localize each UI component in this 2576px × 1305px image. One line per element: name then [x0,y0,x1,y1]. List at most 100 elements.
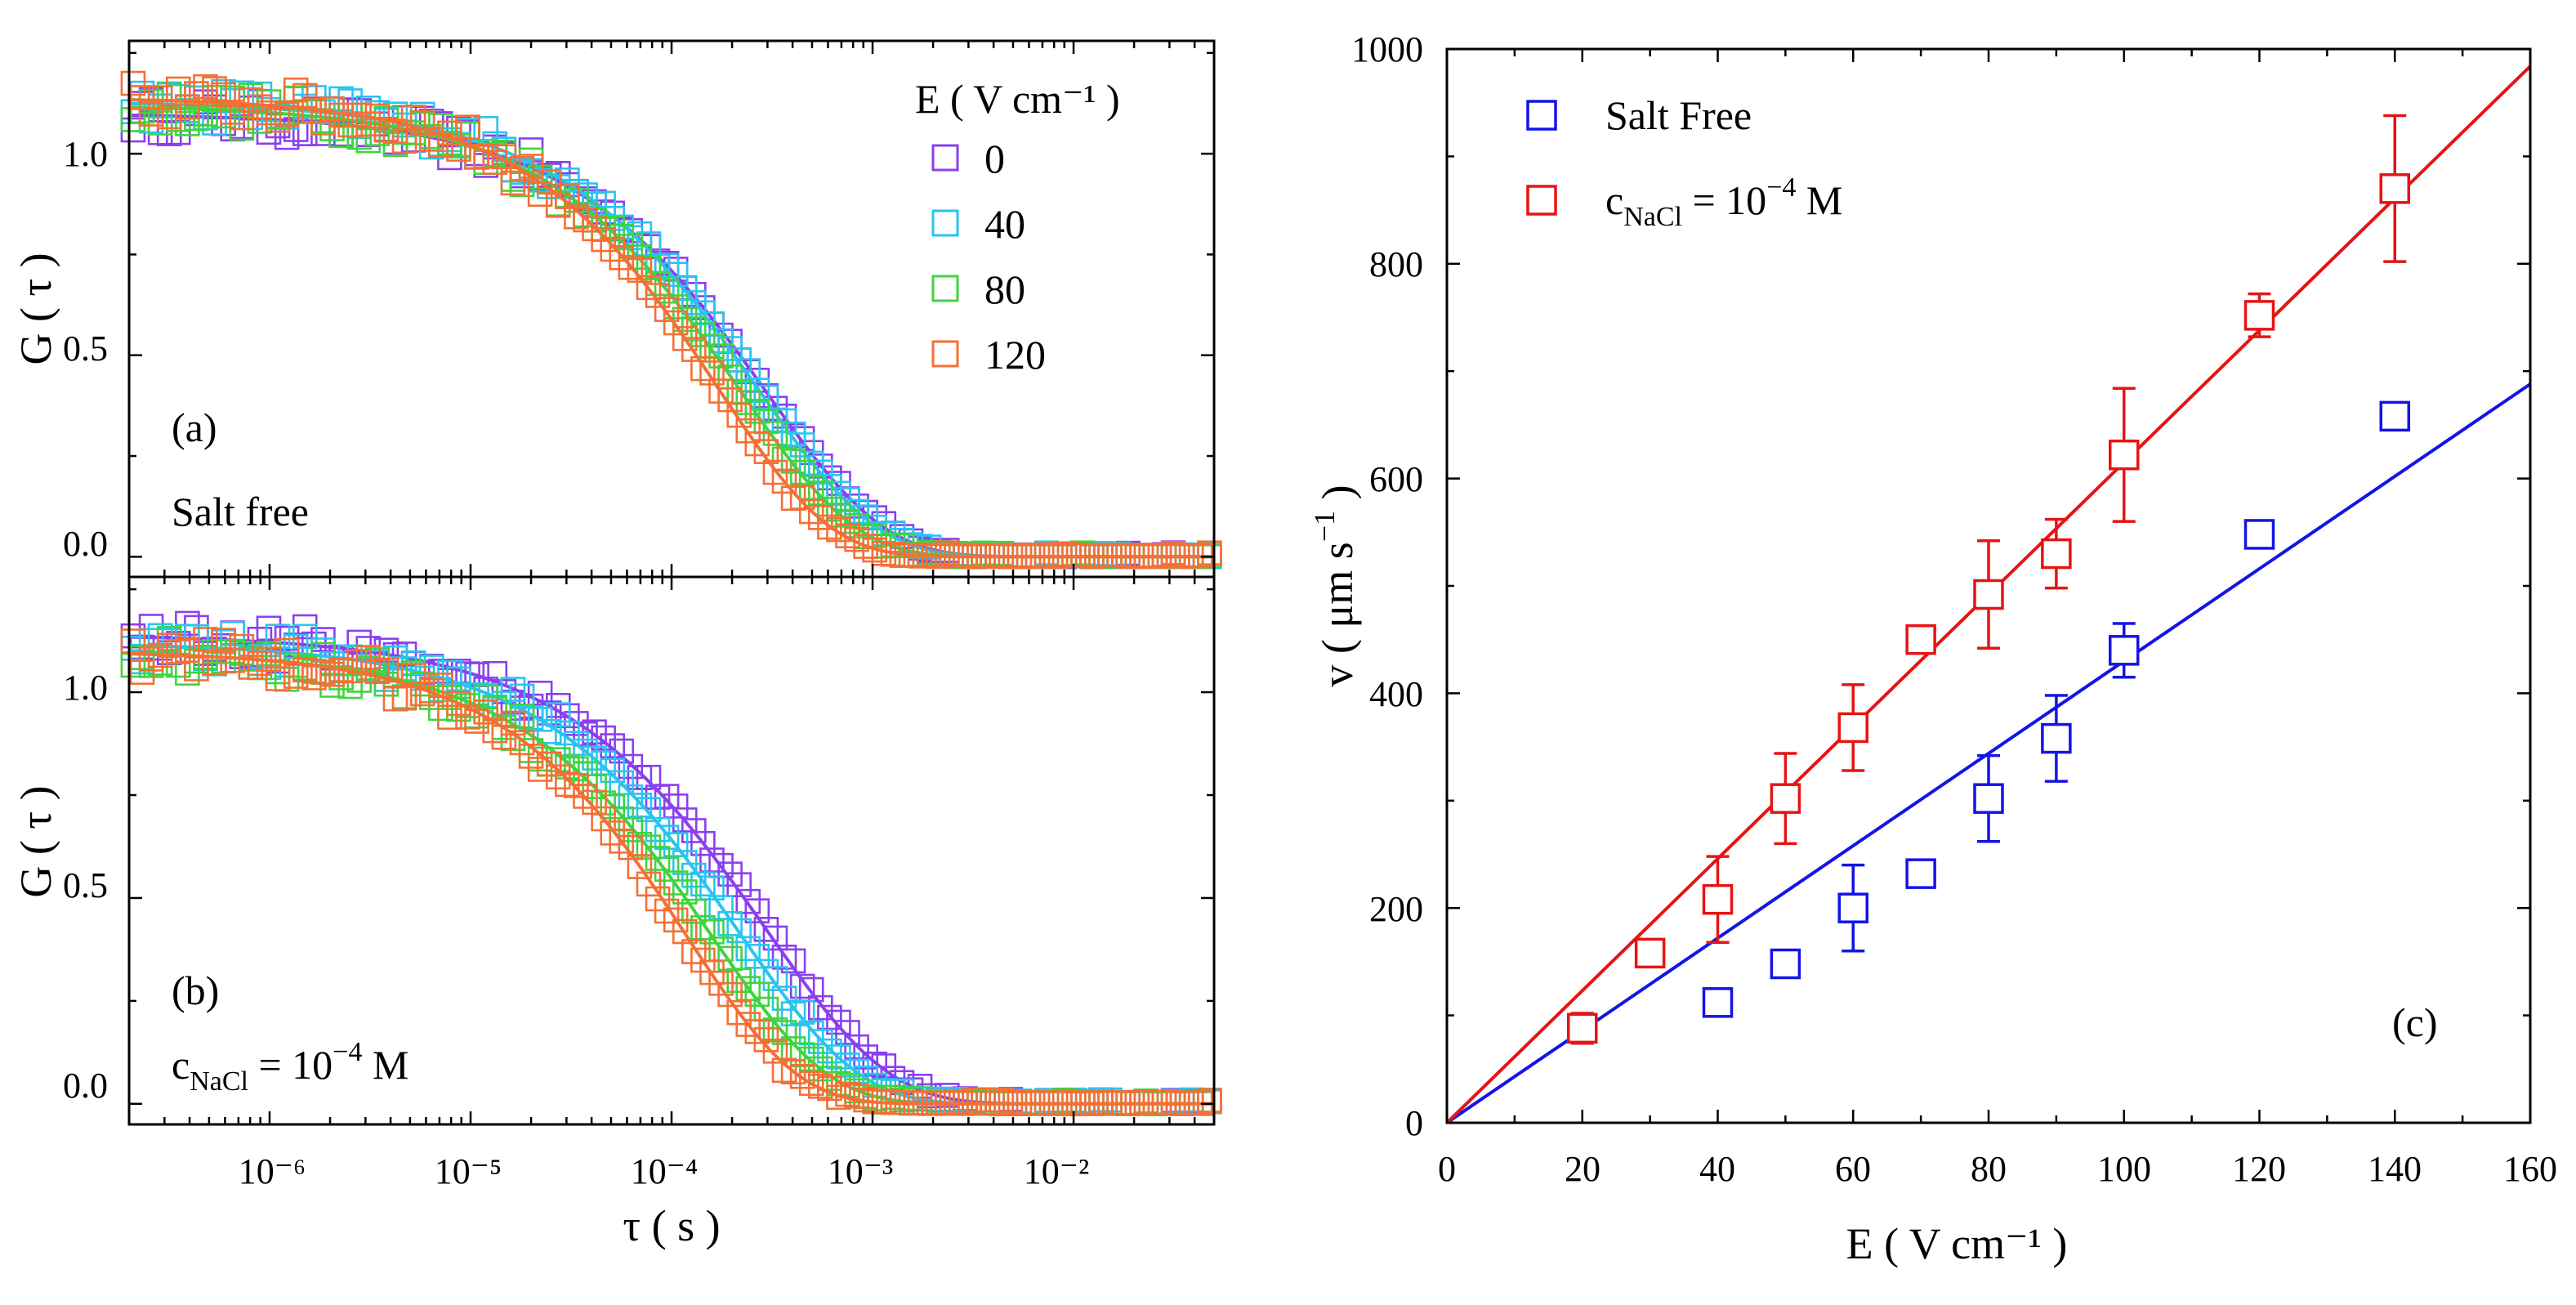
data-point-marker [156,104,182,130]
data-point-marker [373,657,400,683]
data-point-marker [835,508,860,534]
data-point-marker [1973,579,2004,610]
panel-a-ticks [127,41,1216,577]
data-point-marker [184,81,209,106]
ytick-label-600: 600 [1369,459,1423,499]
legend-label-0: 0 [984,136,1005,181]
data-point-marker [355,111,382,137]
data-point-marker [2041,722,2072,754]
data-point-marker [654,297,680,323]
data-point-marker [789,459,815,485]
data-point-marker [935,540,960,565]
data-point-marker [817,1038,842,1064]
legend-nacl-tail: M [1796,177,1842,223]
data-point-marker [663,793,689,819]
data-point-marker [1197,1089,1222,1115]
data-point-marker [699,875,725,901]
data-point-marker [672,275,698,302]
data-point-marker [165,76,191,102]
data-point-marker [129,645,155,670]
data-point-marker [265,666,291,691]
panel-c-yticklabels: 0 200 400 600 800 1000 [1351,29,1423,1143]
xtick-label-1e-3: 10⁻³ [828,1151,893,1191]
ytick-label-800: 800 [1369,244,1423,284]
data-point-marker [636,871,662,897]
data-point-marker [455,114,480,140]
data-point-marker [509,683,535,709]
data-point-marker [789,432,815,458]
data-point-marker [699,919,725,945]
data-point-marker [726,872,752,897]
data-point-marker [771,408,797,434]
data-point-marker [762,1017,788,1043]
data-point-marker [1837,892,1868,923]
data-point-marker [672,918,698,945]
data-point-marker [762,459,788,485]
data-point-marker [708,895,734,920]
data-point-marker [618,834,644,860]
data-point-marker [989,1087,1015,1113]
data-point-marker [2243,519,2275,550]
data-point-marker [663,870,689,896]
panel-c-label: (c) [2392,999,2438,1045]
panel-c: 0 200 400 600 800 1000 0 20 40 60 80 100… [1308,29,2557,1268]
data-point-marker [509,704,535,729]
data-point-marker [654,898,680,924]
data-point-marker [600,236,625,262]
data-point-marker [618,254,644,280]
data-point-marker [147,85,173,110]
data-point-marker [681,898,707,924]
legend-title: E ( V cm⁻¹ ) [915,76,1120,122]
data-point-marker [817,1004,842,1030]
ytick-label-1000: 1000 [1351,29,1423,69]
data-point-marker [1007,542,1033,568]
panel-b-annotation-base: c [172,1042,190,1088]
data-point-marker [138,646,164,672]
data-point-marker [789,1042,815,1067]
data-point-marker [455,704,480,730]
data-point-marker [780,485,806,512]
data-point-marker [1097,542,1123,567]
data-point-marker [247,109,273,134]
ytick-label-400: 400 [1369,674,1423,714]
data-point-marker [400,105,426,130]
xtick-label-0: 0 [1438,1149,1456,1189]
data-point-marker [762,925,788,951]
panel-c-ticks [1445,47,2532,1124]
fit-curve [128,98,1214,559]
data-point-marker [509,730,535,756]
xtick-label-1e-6: 10⁻⁶ [239,1151,306,1191]
ytick-label-200: 200 [1369,889,1423,929]
data-point-marker [789,485,815,510]
panel-b-annotation-tail: M [362,1042,408,1088]
data-point-marker [247,650,273,677]
data-point-marker [2379,173,2410,204]
panel-c-ylabel: v ( μm s−1 ) [1308,485,1362,686]
data-point-marker [645,816,671,842]
xtick-label-1e-4: 10⁻⁴ [631,1151,699,1191]
data-point-marker [175,94,200,120]
data-point-marker [437,704,462,731]
panel-b-ytick-0: 0.0 [63,1066,108,1106]
data-point-marker [708,378,734,404]
data-point-marker [256,100,282,126]
data-point-marker [735,936,761,962]
data-point-marker [609,770,635,796]
fit-curve [128,652,1214,1106]
panel-b-ytick-2: 1.0 [63,668,108,708]
data-point-marker [744,1019,770,1044]
data-point-marker [762,1039,788,1064]
data-point-marker [2379,400,2410,432]
legend-nacl-base: c [1605,177,1623,223]
xtick-label-20: 20 [1565,1149,1601,1189]
data-point-marker [771,468,797,494]
data-point-marker [609,829,635,854]
data-point-marker [509,172,535,198]
panel-a-label: (a) [172,404,217,450]
legend-nacl-sup: −4 [1766,172,1796,203]
data-point-marker [699,360,725,386]
data-point-marker [771,944,797,970]
data-point-marker [1837,712,1868,744]
data-point-marker [789,999,815,1025]
data-point-marker [175,610,200,637]
